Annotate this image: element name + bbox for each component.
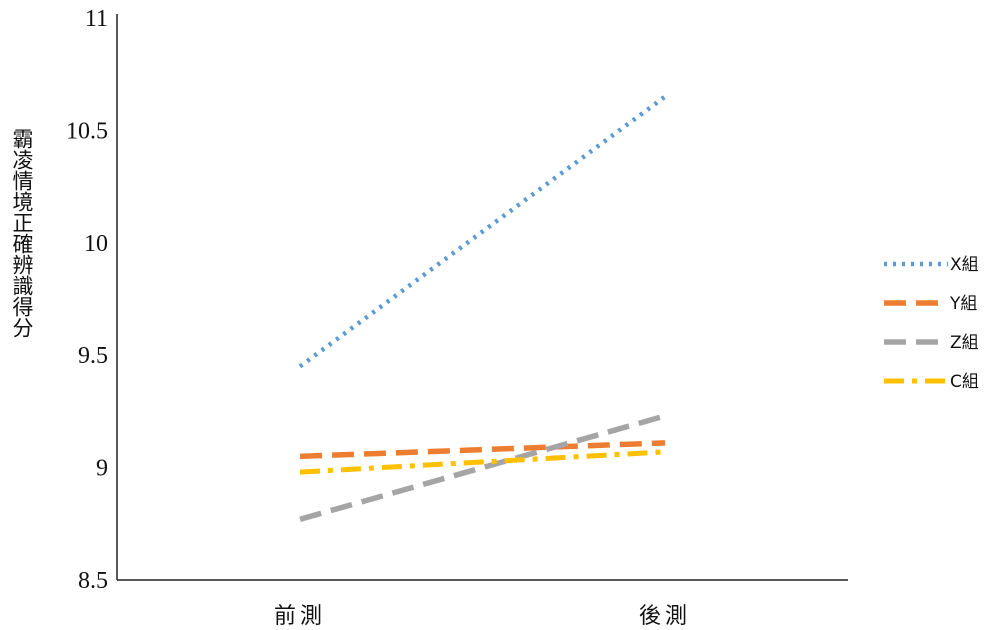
series-lines xyxy=(298,94,667,522)
y-tick-label: 10.5 xyxy=(66,118,108,144)
series-line xyxy=(299,449,666,475)
y-tick-label: 10 xyxy=(84,231,108,257)
legend-label: C組 xyxy=(950,372,979,392)
y-axis-ticks: 8.5 9 9.5 10 10.5 11 xyxy=(66,6,108,594)
y-tick-label: 11 xyxy=(85,6,108,32)
x-tick-label: 後測 xyxy=(639,604,691,629)
legend-label: Z組 xyxy=(950,333,979,353)
y-tick-label: 8.5 xyxy=(78,568,108,594)
legend-label: X組 xyxy=(950,255,979,275)
series-line xyxy=(299,440,666,460)
series-line xyxy=(298,94,667,369)
y-tick-label: 9.5 xyxy=(78,343,108,369)
y-tick-label: 9 xyxy=(96,456,108,482)
y-axis-label: 霸凌情境正確辨識得分 xyxy=(10,128,34,338)
x-axis-ticks: 前測 後測 xyxy=(274,604,691,629)
x-tick-label: 前測 xyxy=(274,604,326,629)
legend: X組 Y組 Z組 C組 xyxy=(884,255,979,392)
legend-label: Y組 xyxy=(949,294,977,314)
